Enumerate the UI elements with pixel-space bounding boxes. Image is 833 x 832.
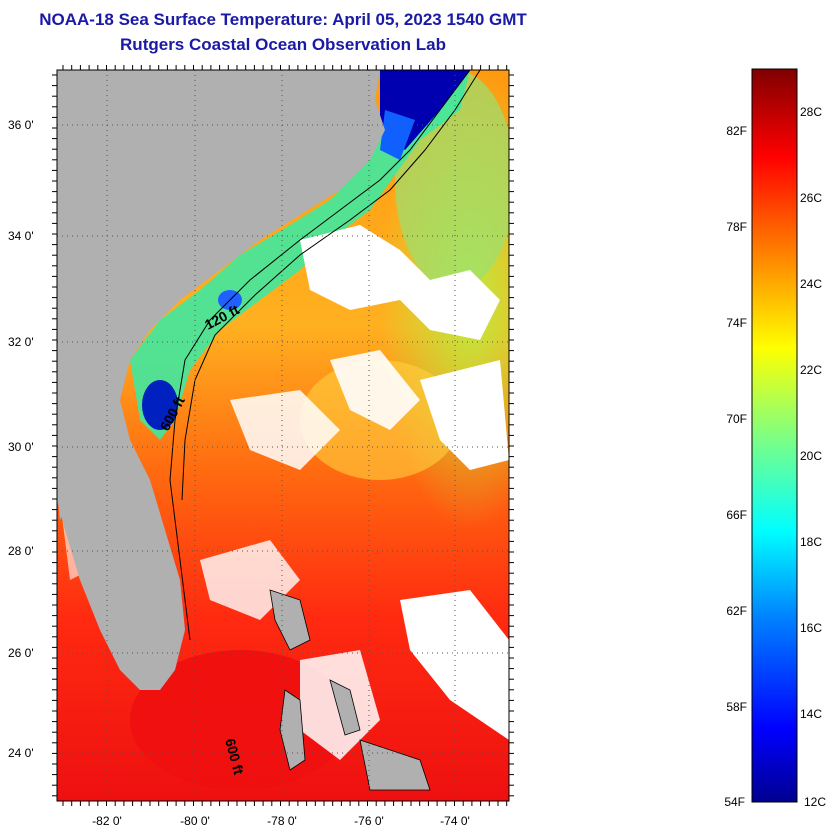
colorbar-c-label: 16C [800, 621, 822, 635]
lat-label: 36 0' [8, 118, 34, 132]
colorbar-f-label: 70F [726, 412, 747, 426]
colorbar-c-label: 22C [800, 363, 822, 377]
colorbar-c-label: 18C [800, 535, 822, 549]
sst-field: 120 ft 600 ft 600 ft [57, 70, 509, 801]
lon-label: -76 0' [354, 814, 384, 828]
map-title: NOAA-18 Sea Surface Temperature: April 0… [39, 10, 527, 29]
colorbar-c-label: 12C [804, 795, 826, 809]
colorbar-c-label: 24C [800, 277, 822, 291]
lat-label: 24 0' [8, 746, 34, 760]
lat-label: 34 0' [8, 229, 34, 243]
lon-label: -82 0' [92, 814, 122, 828]
land-mass [57, 70, 385, 690]
colorbar-f-label: 62F [726, 604, 747, 618]
lon-label: -74 0' [440, 814, 470, 828]
colorbar-c-label: 26C [800, 191, 822, 205]
lat-label: 30 0' [8, 440, 34, 454]
colorbar-fahrenheit-labels: 82F 78F 74F 70F 66F 62F 58F 54F [724, 124, 747, 809]
colorbar-f-label: 66F [726, 508, 747, 522]
colorbar [751, 68, 798, 803]
colorbar-f-label: 82F [726, 124, 747, 138]
axis-ticks [52, 65, 514, 806]
lat-label: 28 0' [8, 544, 34, 558]
colorbar-c-label: 14C [800, 707, 822, 721]
lat-label: 32 0' [8, 335, 34, 349]
colorbar-c-label: 28C [800, 105, 822, 119]
cloud-mask [60, 225, 509, 760]
graticule [57, 70, 509, 801]
map-subtitle: Rutgers Coastal Ocean Observation Lab [120, 35, 446, 54]
longitude-labels: -82 0' -80 0' -78 0' -76 0' -74 0' [92, 814, 470, 828]
lat-label: 26 0' [8, 646, 34, 660]
latitude-labels: 36 0' 34 0' 32 0' 30 0' 28 0' 26 0' 24 0… [8, 118, 34, 760]
colorbar-f-label: 78F [726, 220, 747, 234]
colorbar-f-label: 58F [726, 700, 747, 714]
lon-label: -78 0' [267, 814, 297, 828]
colorbar-f-label: 54F [724, 795, 745, 809]
lon-label: -80 0' [180, 814, 210, 828]
colorbar-celsius-labels: 28C 26C 24C 22C 20C 18C 16C 14C 12C [800, 105, 826, 809]
colorbar-f-label: 74F [726, 316, 747, 330]
colorbar-c-label: 20C [800, 449, 822, 463]
